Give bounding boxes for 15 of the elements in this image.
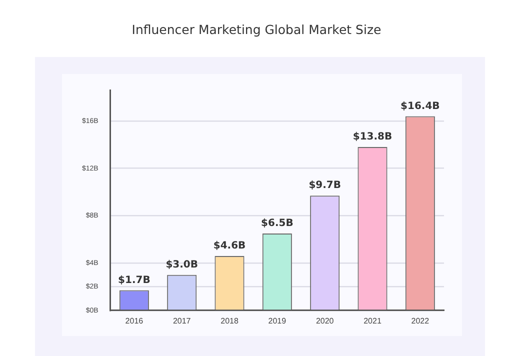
- data-label: $9.7B: [308, 180, 341, 192]
- x-tick-label: 2016: [125, 316, 144, 326]
- data-label: $16.4B: [400, 100, 440, 112]
- x-tick-label: 2017: [172, 316, 192, 326]
- x-tick-label: 2018: [220, 316, 239, 326]
- data-label: $13.8B: [352, 132, 392, 143]
- x-tick-label: 2022: [411, 316, 430, 326]
- data-label: $6.5B: [261, 218, 294, 230]
- data-label: $3.0B: [166, 259, 198, 270]
- x-tick-label: 2021: [364, 316, 382, 326]
- data-label: $1.7B: [118, 274, 150, 286]
- x-tick-label: 2020: [316, 316, 334, 326]
- x-tick-label: 2019: [268, 316, 287, 326]
- data-label: $4.6B: [213, 240, 246, 252]
- chart-title: Influencer Marketing Global Market Size: [130, 22, 382, 37]
